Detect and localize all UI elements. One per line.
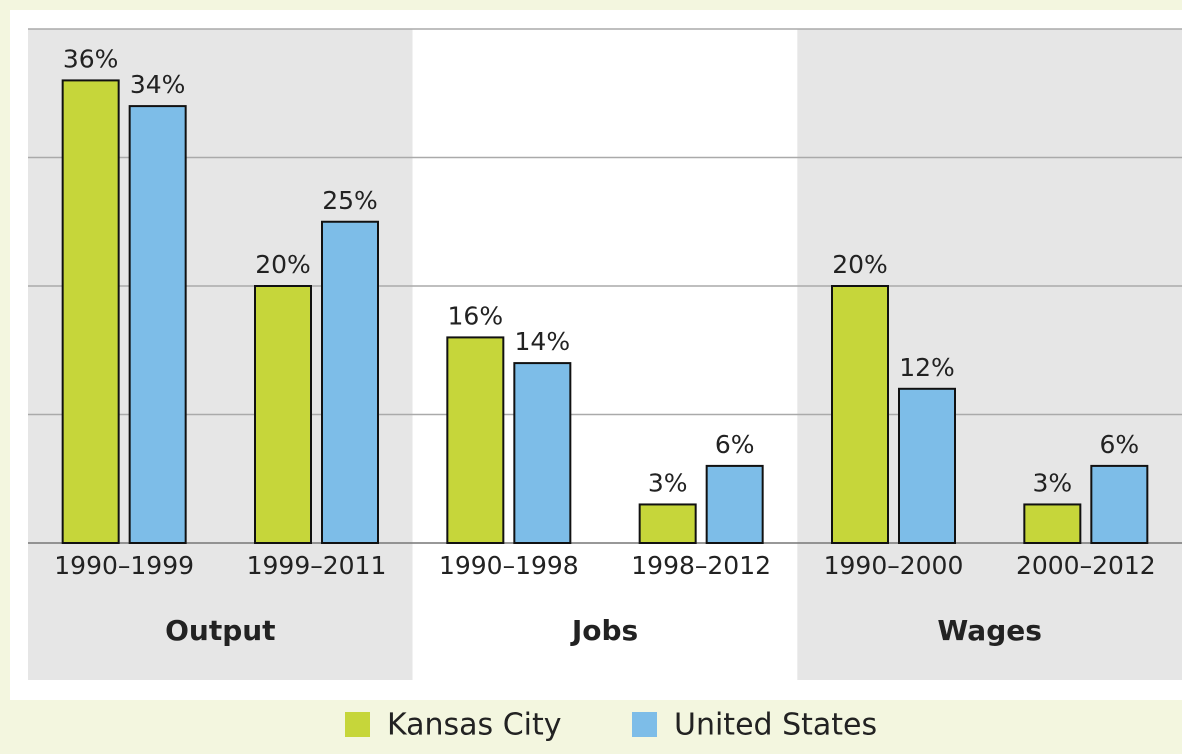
- value-label: 6%: [1099, 430, 1139, 459]
- x-tick-label: 1990–1998: [439, 551, 579, 580]
- value-label: 3%: [1032, 468, 1072, 497]
- x-tick-label: 1999–2011: [247, 551, 387, 580]
- legend-swatch: [632, 712, 657, 737]
- bar: [831, 285, 889, 544]
- bar: [321, 220, 379, 544]
- x-tick-label: 2000–2012: [1016, 551, 1156, 580]
- value-label: 20%: [255, 250, 311, 279]
- bar: [1023, 503, 1082, 545]
- bar: [638, 503, 697, 545]
- bar: [513, 362, 572, 544]
- bar: [254, 285, 312, 544]
- bar: [1090, 464, 1149, 544]
- value-label: 25%: [322, 186, 378, 215]
- group-label: Output: [165, 614, 275, 647]
- legend-label: Kansas City: [387, 708, 562, 743]
- bar: [446, 336, 505, 544]
- value-label: 16%: [448, 301, 504, 330]
- group-label: Wages: [937, 614, 1041, 647]
- x-tick-label: 1990–1999: [54, 551, 194, 580]
- value-label: 12%: [899, 353, 955, 382]
- bar: [898, 387, 956, 544]
- x-tick-label: 1998–2012: [631, 551, 771, 580]
- bar: [61, 79, 120, 545]
- bar: [705, 464, 764, 544]
- value-label: 14%: [515, 327, 571, 356]
- value-label: 3%: [648, 468, 688, 497]
- value-label: 20%: [832, 250, 888, 279]
- value-label: 34%: [130, 70, 186, 99]
- legend-label: United States: [674, 708, 877, 743]
- bar: [128, 105, 187, 544]
- group-label: Jobs: [570, 614, 638, 647]
- value-label: 6%: [715, 430, 755, 459]
- value-label: 36%: [63, 44, 119, 73]
- x-tick-label: 1990–2000: [824, 551, 964, 580]
- legend-swatch: [345, 712, 370, 737]
